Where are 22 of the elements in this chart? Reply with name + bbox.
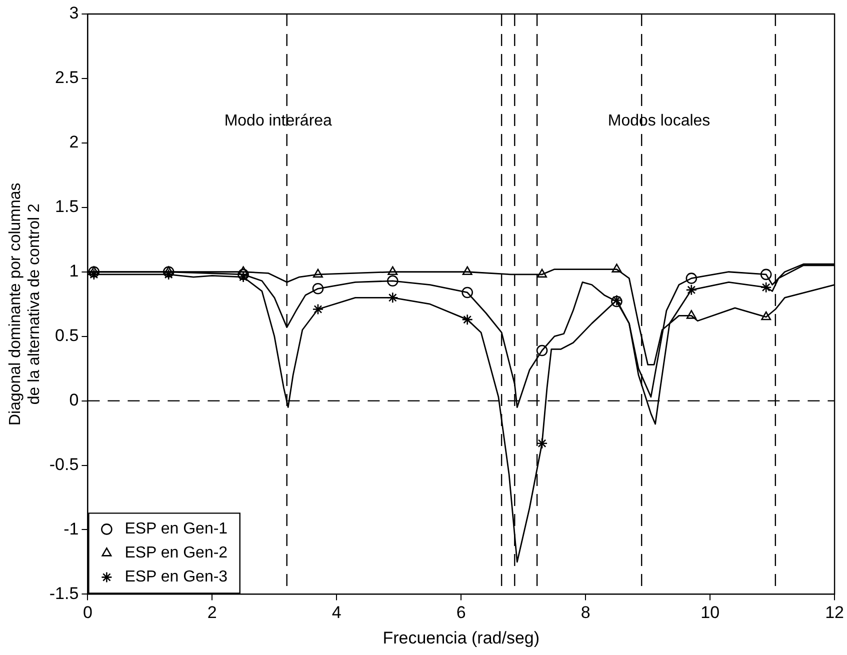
x-tick-label: 8 (580, 603, 590, 622)
x-tick-label: 2 (207, 603, 217, 622)
legend-label: ESP en Gen-1 (124, 520, 228, 538)
y-tick-label: 2.5 (55, 68, 79, 88)
y-tick-label: 1 (69, 262, 79, 281)
y-tick-label: 2 (69, 132, 79, 152)
y-tick-label: 1.5 (55, 197, 79, 216)
y-tick-label: 0.5 (55, 326, 79, 346)
y-tick-label: -1.5 (49, 584, 79, 603)
y-tick-label: -1 (64, 519, 79, 538)
legend-label: ESP en Gen-3 (124, 568, 228, 586)
x-axis-title: Frecuencia (rad/seg) (382, 628, 540, 648)
x-tick-label: 0 (82, 603, 92, 622)
x-tick-label: 4 (332, 603, 342, 622)
y-tick-label: 3 (69, 4, 79, 23)
x-tick-label: 6 (456, 603, 466, 622)
y-tick-label: -0.5 (49, 454, 79, 474)
x-tick-label: 12 (825, 603, 844, 622)
y-tick-label: 0 (69, 390, 79, 410)
legend-label: ESP en Gen-2 (124, 544, 228, 562)
x-tick-label: 10 (700, 603, 720, 622)
y-axis-title: Diagonal dominante por columnas de la alternativa de control 2 (7, 182, 44, 426)
